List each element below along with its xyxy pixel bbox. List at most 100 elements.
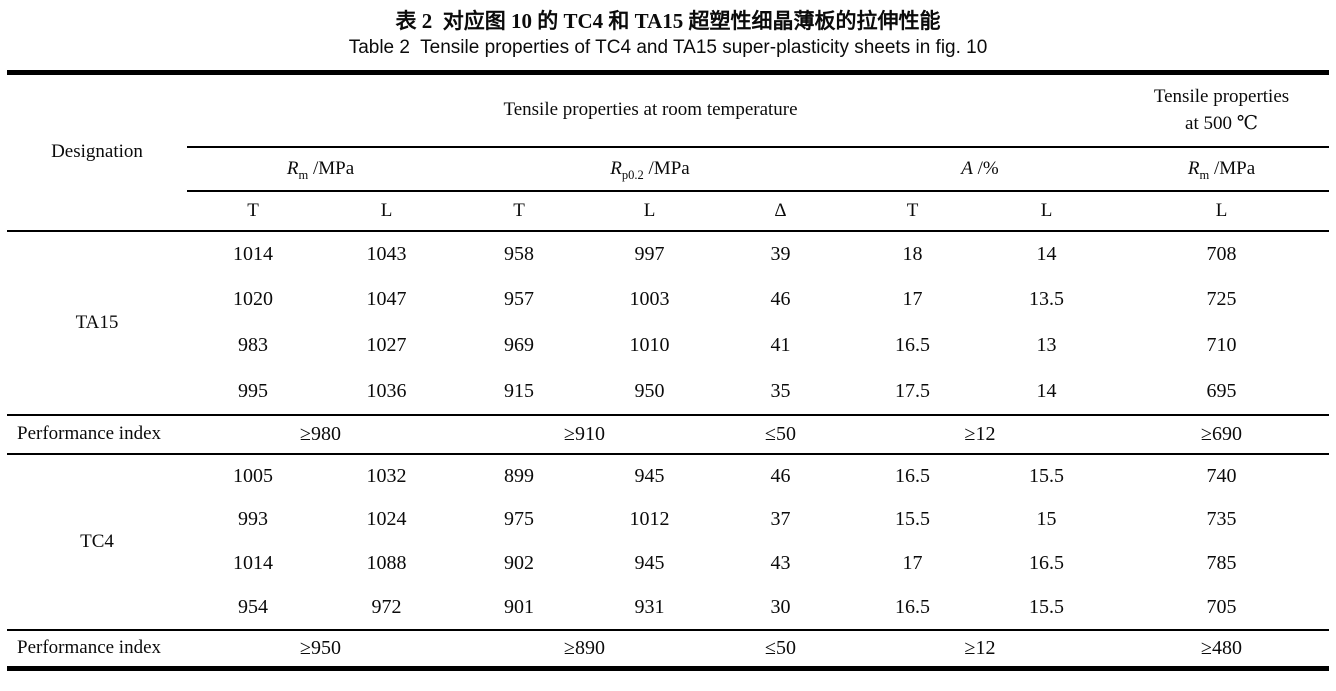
data-cell: 1014	[233, 552, 273, 574]
data-cell: 705	[1114, 585, 1330, 631]
data-cell: 995	[187, 368, 319, 416]
data-cell: 993	[238, 508, 268, 530]
rm-500-unit: /MPa	[1209, 157, 1256, 179]
rm-500-column-header: Rm /MPa	[1114, 146, 1330, 192]
designation-cell-ta15: TA15	[7, 230, 187, 416]
data-cell: 1043	[366, 242, 407, 265]
data-cell: 1003	[629, 288, 670, 310]
rm-column-header: Rm /MPa	[187, 146, 454, 192]
data-cell: 43	[770, 552, 791, 574]
data-cell: 37	[770, 508, 791, 530]
performance-value: ≥980	[187, 414, 454, 455]
data-cell: 708	[1206, 242, 1237, 265]
data-cell: 1047	[366, 288, 407, 310]
data-cell: 16.5	[1029, 552, 1064, 574]
document-page: 表 2 对应图 10 的 TC4 和 TA15 超塑性细晶薄板的拉伸性能 Tab…	[7, 9, 1330, 671]
data-cell: 695	[1114, 368, 1330, 416]
data-cell: 1012	[629, 508, 670, 530]
table-title-chinese: 表 2 对应图 10 的 TC4 和 TA15 超塑性细晶薄板的拉伸性能	[395, 9, 941, 33]
performance-value: ≥12	[964, 636, 996, 659]
data-cell: 13	[1036, 334, 1057, 356]
data-cell: 725	[1206, 288, 1237, 310]
data-cell: 901	[454, 585, 584, 631]
direction-header: T	[846, 190, 979, 232]
delta-header: Δ	[715, 190, 846, 232]
data-cell: 17	[902, 552, 923, 574]
direction-header: L	[979, 190, 1115, 232]
table-title-english: Table 2 Tensile properties of TC4 and TA…	[348, 37, 988, 58]
data-cell: 969	[504, 334, 534, 356]
performance-value: ≥950	[300, 636, 341, 659]
performance-value: ≥910	[454, 414, 715, 455]
data-cell: 1014	[233, 242, 273, 265]
data-cell: 945	[634, 464, 665, 487]
table-row: 1014 1088 902 945 43 17 16.5 785	[7, 542, 1329, 586]
tensile-properties-table: Designation Tensile properties at room t…	[7, 70, 1330, 671]
rp02-column-header: Rp0.2 /MPa	[454, 146, 846, 192]
data-cell: 13.5	[1029, 288, 1064, 310]
data-cell: 931	[584, 585, 715, 631]
data-cell: 915	[454, 368, 584, 416]
rm-unit: /MPa	[308, 157, 355, 179]
designation-cell-tc4: TC4	[7, 453, 187, 631]
data-cell: 17.5	[846, 368, 979, 416]
data-cell: 1032	[366, 464, 407, 487]
performance-value: ≥480	[1201, 636, 1242, 659]
performance-index-row: Performance index ≥950 ≥890 ≤50 ≥12 ≥480	[7, 630, 1329, 669]
table-row: 995 1036 915 950 35 17.5 14 695	[7, 368, 1330, 416]
data-cell: 983	[238, 334, 268, 356]
designation-column-header: Designation	[7, 72, 187, 232]
data-cell: 46	[770, 464, 791, 487]
data-cell: 46	[770, 288, 791, 310]
room-temperature-group-header: Tensile properties at room temperature	[187, 72, 1115, 148]
rm-symbol: R	[286, 157, 299, 179]
data-cell: 30	[715, 585, 846, 631]
temperature-500-header-line2: at 500 ℃	[1185, 113, 1258, 135]
data-cell: 1010	[629, 334, 670, 356]
table-row: 1020 1047 957 1003 46 17 13.5 725	[7, 277, 1329, 323]
data-cell: 15	[1036, 508, 1057, 530]
data-cell: 945	[634, 552, 665, 574]
direction-header: L	[1114, 190, 1330, 232]
rp02-symbol: R	[610, 157, 622, 179]
data-cell: 16.5	[895, 464, 930, 487]
data-cell: 902	[504, 552, 534, 574]
performance-index-row: Performance index ≥980 ≥910 ≤50 ≥12 ≥690	[7, 414, 1330, 455]
direction-header: T	[454, 190, 584, 232]
data-cell: 18	[902, 242, 923, 265]
performance-value: ≤50	[765, 636, 796, 659]
data-cell: 41	[770, 334, 791, 356]
data-cell: 35	[715, 368, 846, 416]
header-row-symbols: Rm /MPa Rp0.2 /MPa A /% Rm /MPa	[7, 146, 1330, 192]
data-cell: 1027	[366, 334, 407, 356]
section-tc4: TC4 1005 1032 899 945 46 16.5 15.5 740 9…	[7, 453, 1330, 669]
data-cell: 997	[634, 242, 665, 265]
data-cell: 15.5	[979, 585, 1115, 631]
table-row: 983 1027 969 1010 41 16.5 13 710	[7, 323, 1329, 369]
data-cell: 1020	[233, 288, 273, 310]
performance-index-label: Performance index	[17, 637, 162, 659]
section-ta15: TA15 1014 1043 958 997 39 18 14 708 1020…	[7, 230, 1330, 455]
header-row-directions: T L T L Δ T L L	[7, 190, 1330, 232]
performance-index-label: Performance index	[7, 414, 187, 455]
elongation-column-header: A /%	[846, 146, 1115, 192]
temperature-500-group-header: Tensile properties at 500 ℃	[1114, 72, 1330, 148]
data-cell: 16.5	[846, 585, 979, 631]
data-cell: 14	[1036, 242, 1057, 265]
rm-subscript: m	[298, 167, 309, 182]
data-cell: 975	[504, 508, 534, 530]
data-cell: 972	[319, 585, 454, 631]
data-cell: 958	[504, 242, 534, 265]
rp02-subscript: p0.2	[621, 167, 644, 182]
performance-value: ≤50	[715, 414, 846, 455]
performance-value: ≥12	[846, 414, 1115, 455]
data-cell: 1036	[319, 368, 454, 416]
data-cell: 16.5	[895, 334, 930, 356]
data-cell: 954	[187, 585, 319, 631]
header-row-groups: Designation Tensile properties at room t…	[7, 72, 1330, 232]
direction-header: L	[584, 190, 715, 232]
data-cell: 785	[1206, 552, 1237, 574]
data-cell: 710	[1206, 334, 1237, 356]
table-row: 954 972 901 931 30 16.5 15.5 705	[7, 585, 1330, 631]
table-row: TC4 1005 1032 899 945 46 16.5 15.5 740	[7, 453, 1329, 631]
